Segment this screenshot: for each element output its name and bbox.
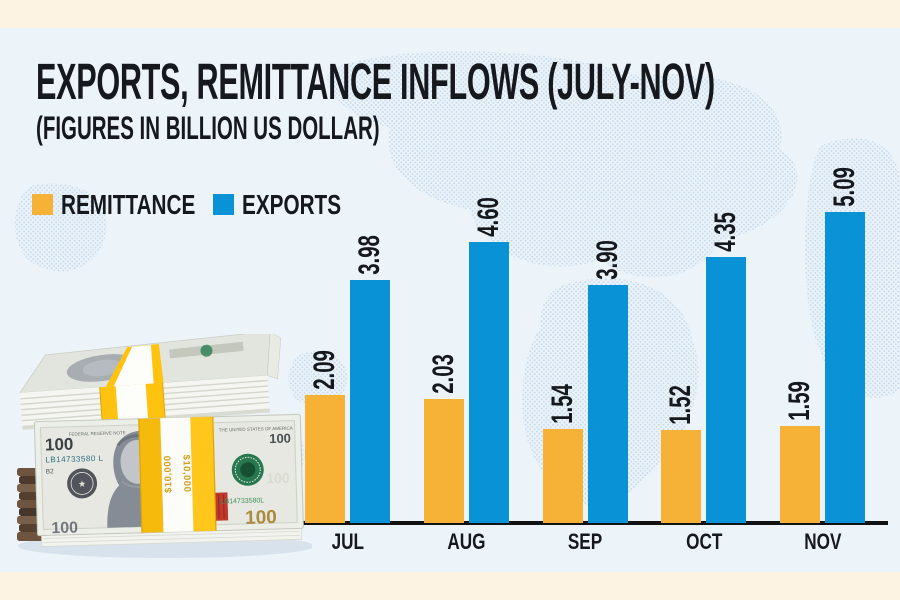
bill-header-text: FEDERAL RESERVE NOTE	[69, 430, 126, 437]
x-axis-label-nov: NOV	[803, 529, 842, 554]
chart-subtitle-text: (FIGURES IN BILLION US DOLLAR)	[36, 110, 380, 146]
legend-label-remittance: REMITTANCE	[61, 189, 196, 220]
chart-area: 2.09 3.98 JUL 2.03 4.60 AUG 1.54 3.90 SEP 1.52 4.3…	[0, 28, 900, 572]
bill-serial-right: LB14733580L	[221, 497, 265, 505]
value-label-exports-jul: 3.98	[353, 235, 386, 275]
federal-reserve-seal-star: ★	[78, 479, 86, 489]
chart-title-text: EXPORTS, REMITTANCE INFLOWS (JULY-NOV)	[36, 53, 715, 110]
bar-remittance-jul	[305, 395, 345, 523]
bill-denomination-top-right: 100	[269, 431, 291, 447]
bill-plate-letter: B2	[46, 468, 55, 475]
x-axis-label-jul: JUL	[331, 529, 364, 554]
bar-remittance-aug	[423, 399, 464, 523]
bar-remittance-nov	[780, 426, 820, 523]
value-label-exports-aug: 4.60	[471, 197, 505, 237]
strap-amount-text-mirror: $10,000	[180, 454, 192, 492]
bill-denomination-bottom-left: 100	[51, 520, 78, 538]
value-label-remittance-aug: 2.03	[426, 354, 460, 394]
bill-title-text: THE UNITED STATES OF AMERICA	[219, 426, 293, 433]
value-label-remittance-nov: 1.59	[783, 381, 816, 421]
bar-exports-nov	[825, 212, 865, 523]
value-label-exports-oct: 4.35	[709, 212, 743, 252]
bar-remittance-sep	[542, 429, 583, 523]
x-axis-label-oct: OCT	[685, 529, 722, 554]
value-label-exports-sep: 3.90	[590, 240, 624, 280]
value-label-exports-nov: 5.09	[828, 167, 861, 207]
x-axis-label-sep: SEP	[567, 529, 603, 554]
legend-swatch-remittance	[32, 194, 53, 215]
bar-exports-sep	[587, 285, 628, 523]
value-label-remittance-oct: 1.52	[664, 385, 698, 425]
bar-remittance-oct	[661, 430, 702, 523]
value-label-remittance-sep: 1.54	[545, 384, 579, 424]
bill-denomination-bottom-right: 100	[245, 507, 277, 529]
legend-swatch-exports	[213, 194, 234, 215]
bar-exports-jul	[350, 280, 390, 523]
money-front-bill: FEDERAL RESERVE NOTE THE UNITED STATES O…	[33, 413, 304, 547]
legend-label-exports: EXPORTS	[242, 189, 342, 220]
bill-watermark: 100	[266, 470, 290, 487]
chart-title: EXPORTS, REMITTANCE INFLOWS (JULY-NOV)	[36, 56, 900, 107]
bill-denomination-top-left: 100	[45, 435, 74, 455]
bar-exports-aug	[468, 242, 509, 523]
money-stack-image: FEDERAL RESERVE NOTE THE UNITED STATES O…	[17, 334, 312, 558]
bar-exports-oct	[706, 257, 747, 523]
bill-serial-left: LB14733580 L	[45, 454, 103, 465]
value-label-remittance-jul: 2.09	[308, 350, 341, 390]
chart-subtitle: (FIGURES IN BILLION US DOLLAR)	[36, 112, 573, 144]
infographic-canvas: EXPORTS, REMITTANCE INFLOWS (JULY-NOV) (…	[0, 28, 900, 572]
x-axis-label-aug: AUG	[447, 529, 486, 554]
strap-amount-text: $10,000	[162, 455, 174, 493]
